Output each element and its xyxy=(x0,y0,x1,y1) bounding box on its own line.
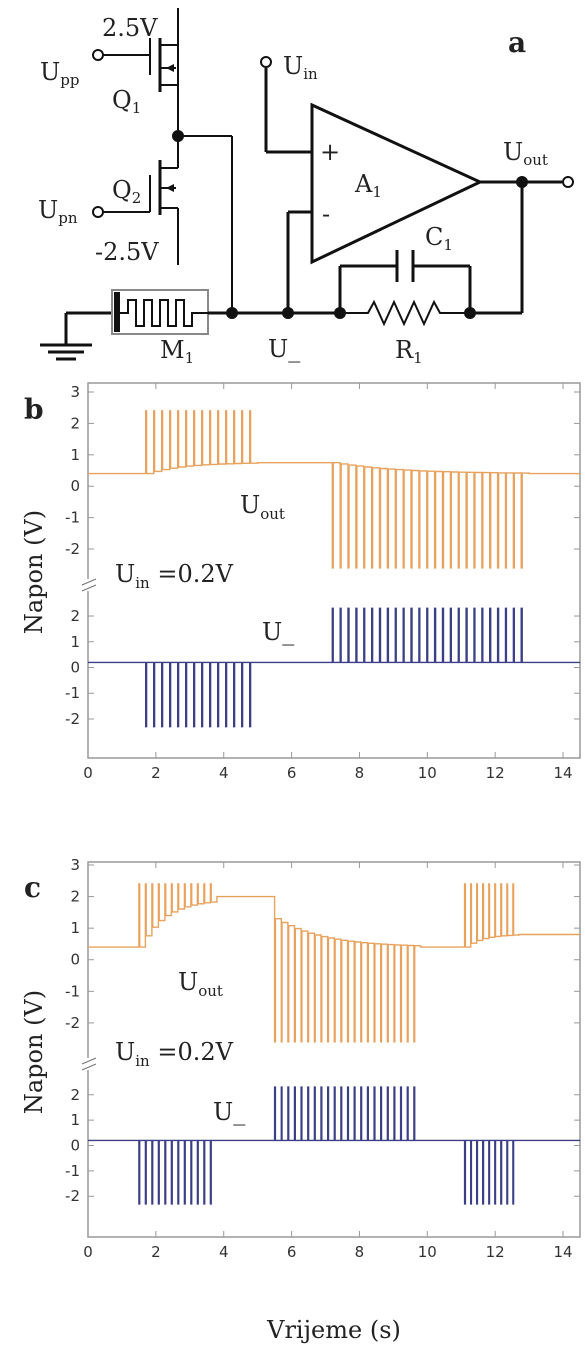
uin-terminal xyxy=(260,56,272,68)
y-tick-label: -1 xyxy=(65,1162,80,1180)
upn-terminal xyxy=(92,206,104,218)
x-tick-label: 4 xyxy=(219,764,229,782)
series-uminus-b xyxy=(88,607,580,728)
x-tick-label: 12 xyxy=(486,764,505,782)
x-tick-label: 10 xyxy=(418,764,437,782)
upper-y-ticks-b: 3 2 1 0 -1 -2 xyxy=(65,383,580,558)
capacitor-c1 xyxy=(338,250,472,313)
y-axis-label-b: Napon (V) xyxy=(20,510,48,634)
x-tick-label: 0 xyxy=(83,1243,93,1261)
uin-label: Uin xyxy=(283,52,318,83)
transistor-q1 xyxy=(98,38,178,92)
panel-letter-b: b xyxy=(24,393,44,426)
upn-label: Upn xyxy=(38,196,78,227)
y-tick-label: 0 xyxy=(70,1137,80,1155)
y-axis-label-c: Napon (V) xyxy=(20,990,48,1114)
x-tick-label: 2 xyxy=(151,1243,161,1261)
panel-letter-a: a xyxy=(508,26,526,59)
x-tick-label: 10 xyxy=(418,1243,437,1261)
y-tick-label: 0 xyxy=(70,477,80,495)
transistor-q2 xyxy=(98,160,179,265)
x-tick-label: 6 xyxy=(287,764,297,782)
resistor-r1 xyxy=(340,299,470,327)
lower-y-ticks-c: 2 1 0 -1 -2 xyxy=(65,1086,580,1205)
plot-frame-b xyxy=(87,382,581,759)
series-uout-b xyxy=(88,410,580,569)
ground-symbol xyxy=(40,311,118,361)
x-tick-label: 8 xyxy=(355,1243,365,1261)
axis-break-c xyxy=(80,1057,98,1071)
y-tick-label: 2 xyxy=(70,1086,80,1104)
c1-label: C1 xyxy=(425,223,453,254)
x-tick-label: 14 xyxy=(553,764,572,782)
x-tick-label: 2 xyxy=(151,764,161,782)
r1-label: R1 xyxy=(395,336,423,367)
upper-y-ticks-c: 3 2 1 0 -1 -2 xyxy=(65,856,580,1032)
lower-y-ticks-b: 2 1 0 -1 -2 xyxy=(65,607,580,728)
node-mid-join xyxy=(226,307,238,319)
opamp-plus: + xyxy=(320,138,340,166)
x-tick-label: 0 xyxy=(83,764,93,782)
y-tick-label: -2 xyxy=(65,1187,80,1205)
m1-label: M1 xyxy=(160,336,194,367)
x-tick-label: 12 xyxy=(486,1243,505,1261)
y-tick-label: -2 xyxy=(65,710,80,728)
y-tick-label: 2 xyxy=(70,888,80,906)
y-tick-label: 1 xyxy=(70,919,80,937)
uout-label: Uout xyxy=(503,138,548,169)
series-uminus-c xyxy=(88,1086,580,1205)
y-tick-label: 3 xyxy=(70,856,80,874)
upp-label: Upp xyxy=(40,58,79,89)
x-ticks-c: 0 2 4 6 8 10 12 14 xyxy=(83,862,573,1261)
y-tick-label: 0 xyxy=(70,951,80,969)
x-axis-label: Vrijeme (s) xyxy=(266,1316,401,1344)
q1-label: Q1 xyxy=(112,86,141,117)
vdd-label: 2.5V xyxy=(102,14,158,42)
q2-label: Q2 xyxy=(112,176,141,207)
y-tick-label: 2 xyxy=(70,414,80,432)
uin-annotation-c: Uin =0.2V xyxy=(115,1038,234,1070)
y-tick-label: -2 xyxy=(65,540,80,558)
uout-annotation-c: Uout xyxy=(178,968,223,1000)
uout-terminal xyxy=(562,176,574,188)
series-uout-c xyxy=(88,883,580,1043)
circuit-schematic: a 2.5V Upp Q1 xyxy=(38,8,574,367)
upp-terminal xyxy=(92,49,104,61)
uin-annotation-b: Uin =0.2V xyxy=(115,560,234,592)
uout-annotation-b: Uout xyxy=(240,491,285,523)
y-tick-label: -1 xyxy=(65,684,80,702)
y-tick-label: 3 xyxy=(70,383,80,401)
x-tick-label: 4 xyxy=(219,1243,229,1261)
x-tick-label: 14 xyxy=(553,1243,572,1261)
panel-letter-c: c xyxy=(24,871,41,904)
y-tick-label: -1 xyxy=(65,982,80,1000)
x-tick-label: 8 xyxy=(355,764,365,782)
axis-break-b xyxy=(80,578,98,592)
y-tick-label: 1 xyxy=(70,633,80,651)
memristor-m1 xyxy=(111,289,209,335)
y-tick-label: 1 xyxy=(70,446,80,464)
y-tick-label: -1 xyxy=(65,509,80,527)
vss-label: -2.5V xyxy=(95,238,159,266)
y-tick-label: -2 xyxy=(65,1014,80,1032)
plot-frame-c xyxy=(87,861,581,1238)
y-tick-label: 2 xyxy=(70,607,80,625)
uminus-label: U_ xyxy=(268,335,300,363)
y-tick-label: 0 xyxy=(70,659,80,677)
uminus-annotation-b: U_ xyxy=(262,618,294,646)
y-tick-label: 1 xyxy=(70,1111,80,1129)
a1-label: A1 xyxy=(354,170,382,201)
x-ticks-b: 0 2 4 6 8 10 12 14 xyxy=(83,383,573,782)
uminus-annotation-c: U_ xyxy=(213,1098,245,1126)
opamp-minus: - xyxy=(322,200,330,228)
x-tick-label: 6 xyxy=(287,1243,297,1261)
opamp-a1 xyxy=(264,68,484,313)
